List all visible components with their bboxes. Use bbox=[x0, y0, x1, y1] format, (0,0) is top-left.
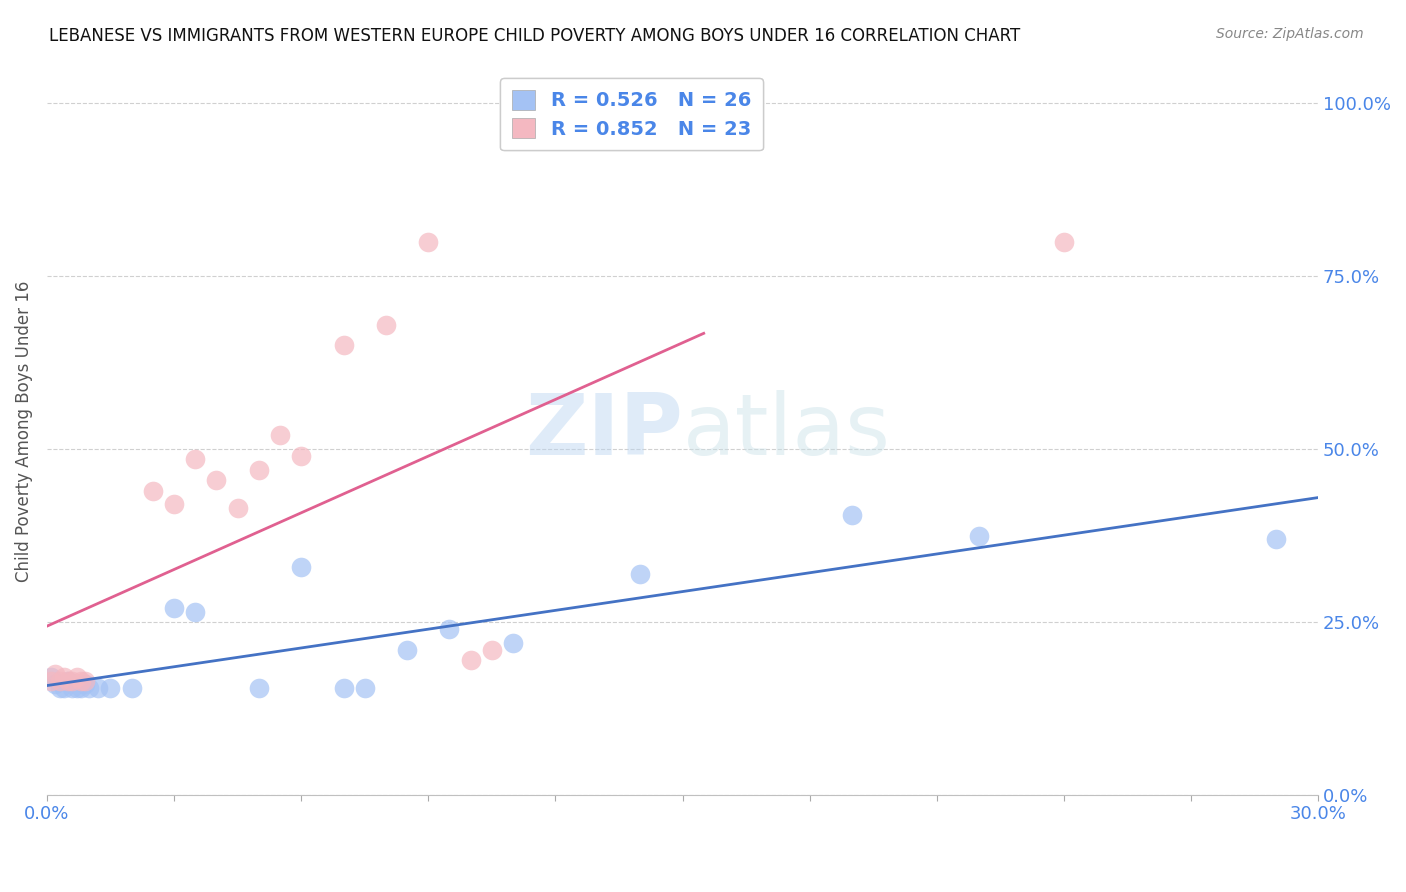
Point bbox=[374, 318, 396, 332]
Point bbox=[87, 681, 110, 695]
Point bbox=[418, 235, 440, 249]
Point bbox=[60, 681, 83, 695]
Point bbox=[1264, 532, 1286, 546]
Point bbox=[332, 338, 354, 352]
Point bbox=[60, 673, 83, 688]
Point bbox=[100, 681, 122, 695]
Point bbox=[841, 508, 863, 522]
Point bbox=[353, 681, 375, 695]
Point bbox=[163, 498, 186, 512]
Point bbox=[56, 673, 79, 688]
Point bbox=[290, 449, 312, 463]
Y-axis label: Child Poverty Among Boys Under 16: Child Poverty Among Boys Under 16 bbox=[15, 281, 32, 582]
Point bbox=[39, 670, 62, 684]
Point bbox=[967, 528, 990, 542]
Point bbox=[142, 483, 165, 498]
Point bbox=[48, 673, 70, 688]
Point bbox=[121, 681, 143, 695]
Point bbox=[73, 677, 96, 691]
Point bbox=[73, 673, 96, 688]
Point bbox=[502, 636, 524, 650]
Point bbox=[332, 681, 354, 695]
Text: atlas: atlas bbox=[682, 391, 890, 474]
Point bbox=[65, 681, 87, 695]
Point bbox=[1053, 235, 1076, 249]
Point bbox=[52, 681, 75, 695]
Point bbox=[247, 463, 270, 477]
Point bbox=[163, 601, 186, 615]
Point bbox=[439, 622, 461, 636]
Point bbox=[69, 673, 91, 688]
Point bbox=[65, 670, 87, 684]
Text: ZIP: ZIP bbox=[524, 391, 682, 474]
Point bbox=[628, 566, 651, 581]
Point bbox=[44, 667, 66, 681]
Point bbox=[226, 500, 249, 515]
Point bbox=[39, 673, 62, 688]
Point bbox=[48, 681, 70, 695]
Point bbox=[481, 642, 503, 657]
Point bbox=[460, 653, 482, 667]
Point bbox=[396, 642, 419, 657]
Point bbox=[52, 670, 75, 684]
Text: Source: ZipAtlas.com: Source: ZipAtlas.com bbox=[1216, 27, 1364, 41]
Point bbox=[184, 605, 207, 619]
Point bbox=[290, 559, 312, 574]
Point bbox=[205, 473, 228, 487]
Point bbox=[184, 452, 207, 467]
Point bbox=[56, 673, 79, 688]
Point bbox=[247, 681, 270, 695]
Point bbox=[44, 677, 66, 691]
Legend: R = 0.526   N = 26, R = 0.852   N = 23: R = 0.526 N = 26, R = 0.852 N = 23 bbox=[501, 78, 763, 151]
Point bbox=[269, 428, 291, 442]
Point bbox=[77, 681, 100, 695]
Point bbox=[69, 681, 91, 695]
Text: LEBANESE VS IMMIGRANTS FROM WESTERN EUROPE CHILD POVERTY AMONG BOYS UNDER 16 COR: LEBANESE VS IMMIGRANTS FROM WESTERN EURO… bbox=[49, 27, 1021, 45]
